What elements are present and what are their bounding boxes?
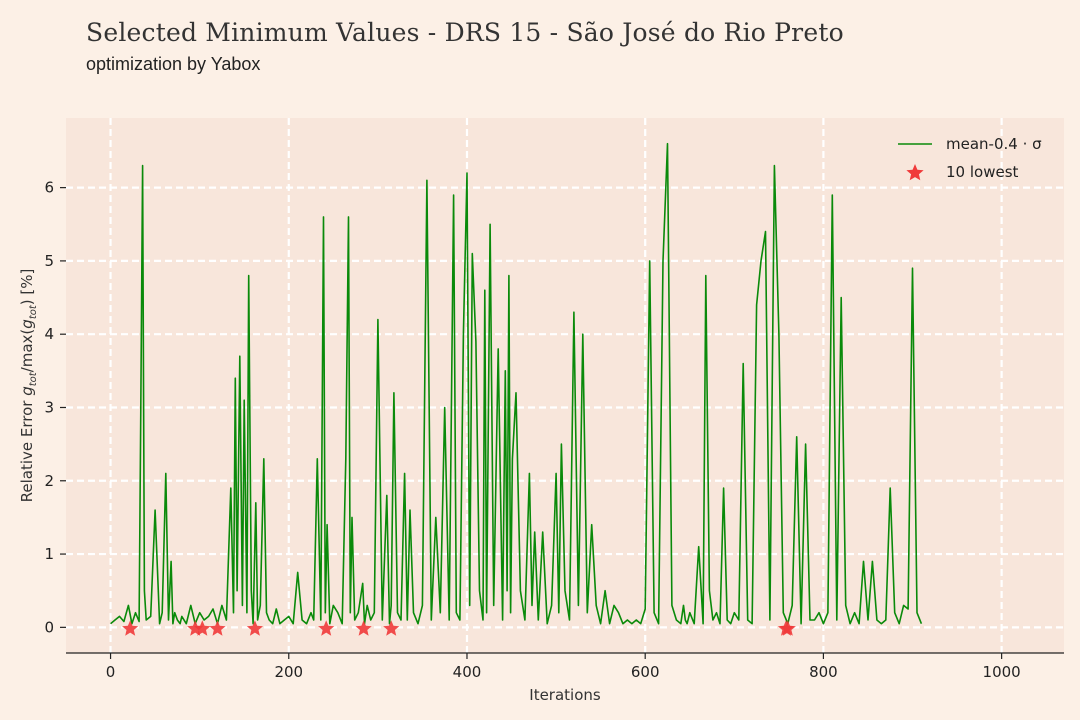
legend: mean-0.4 · σ 10 lowest <box>898 135 1042 181</box>
y-tick-label: 6 <box>44 179 54 197</box>
y-axis-label-g: g <box>18 386 36 396</box>
axes: 0 200 400 600 800 1000 0 1 2 3 4 5 6 <box>44 179 1064 681</box>
x-tick-label: 800 <box>809 663 838 681</box>
y-tick-label: 4 <box>44 325 54 343</box>
chart-title: Selected Minimum Values - DRS 15 - São J… <box>86 18 844 47</box>
legend-label-lowest: 10 lowest <box>946 163 1019 181</box>
chart-subtitle: optimization by Yabox <box>86 54 261 74</box>
y-axis-label-g2: g <box>18 319 36 329</box>
lowest-star-marker <box>779 620 796 636</box>
series-layer <box>110 142 923 625</box>
lowest-star-marker <box>355 620 372 636</box>
lowest-star-marker <box>318 620 335 636</box>
y-tick-label: 0 <box>44 618 54 636</box>
y-tick-label: 1 <box>44 545 54 563</box>
y-axis-label-sub: tot <box>28 371 39 386</box>
legend-label-mean: mean-0.4 · σ <box>946 135 1042 153</box>
axis-labels: Iterations Relative Error gtot/max(gtot)… <box>18 269 601 704</box>
legend-star-swatch <box>906 164 924 181</box>
y-axis-label-prefix: Relative Error <box>18 396 36 503</box>
x-tick-label: 200 <box>274 663 303 681</box>
x-axis-label: Iterations <box>529 686 601 704</box>
x-tick-label: 600 <box>631 663 660 681</box>
y-axis-label: Relative Error gtot/max(gtot) [%] <box>18 269 39 503</box>
y-tick-label: 3 <box>44 398 54 416</box>
y-axis-label-sub2: tot <box>28 304 39 319</box>
grid-lines <box>66 118 1064 653</box>
lowest-star-marker <box>194 620 211 636</box>
x-tick-label: 0 <box>106 663 116 681</box>
y-axis-label-mid: /max( <box>18 329 36 373</box>
y-tick-label: 5 <box>44 252 54 270</box>
series-line-mean <box>110 142 923 625</box>
lowest-star-marker <box>209 620 226 636</box>
lowest-star-marker <box>383 620 400 636</box>
x-tick-label: 400 <box>453 663 482 681</box>
y-axis-label-end: ) [%] <box>18 269 36 306</box>
lowest-star-marker <box>246 620 263 636</box>
marker-layer <box>122 620 796 636</box>
x-tick-label: 1000 <box>983 663 1021 681</box>
y-tick-label: 2 <box>44 472 54 490</box>
lowest-star-marker <box>122 620 139 636</box>
